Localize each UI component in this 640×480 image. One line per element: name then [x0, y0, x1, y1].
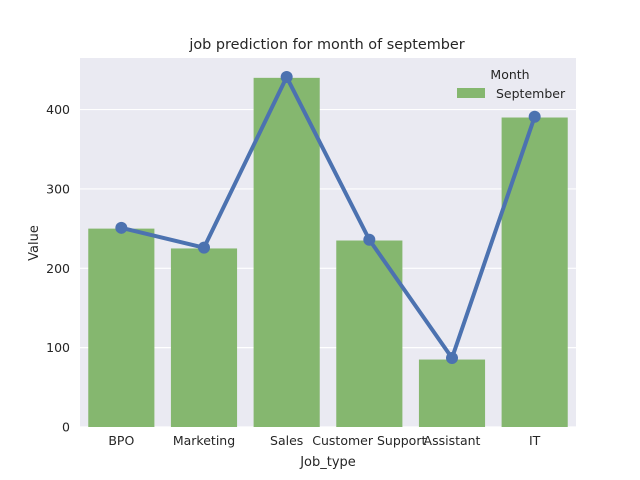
x-axis-ticks: BPO Marketing Sales Customer SupportAssista…: [108, 433, 540, 448]
x-tick-label: Sales: [270, 433, 303, 448]
bar-assistant: [418, 359, 486, 427]
bar-marketing: [170, 248, 238, 427]
line-point-sales: [280, 71, 293, 84]
legend: Month September: [457, 67, 566, 101]
y-axis-ticks: 0 100 200 300 400: [46, 102, 70, 434]
line-point-bpo: [115, 221, 128, 234]
gridlines: [80, 108, 576, 428]
y-tick-label: 100: [46, 340, 70, 355]
bar-customer-support: [336, 240, 403, 427]
line-point-assistant: [446, 351, 458, 364]
line-point-it: [528, 110, 541, 123]
x-tick-label: Assistant: [424, 433, 481, 448]
bar-sales: [253, 77, 320, 427]
line-series: [115, 71, 541, 364]
x-tick-label: Customer Support: [312, 433, 426, 448]
chart-title: job prediction for month of september: [188, 37, 464, 53]
bar-it: [501, 117, 568, 428]
bars: [88, 77, 568, 428]
line-point-customer-support: [363, 233, 376, 246]
line-path: [120, 75, 537, 360]
x-tick-label: Marketing: [173, 433, 235, 448]
legend-swatch-september: [457, 88, 485, 98]
bar-bpo: [88, 228, 155, 427]
x-tick-label: IT: [529, 433, 541, 448]
y-tick-label: 200: [46, 261, 70, 276]
legend-title: Month: [490, 67, 529, 82]
y-tick-label: 400: [46, 102, 70, 117]
y-tick-label: 300: [46, 181, 70, 196]
y-tick-label: 0: [62, 420, 70, 435]
x-axis-label: Job_type: [299, 455, 356, 470]
legend-label-september: September: [496, 86, 566, 101]
y-axis-label: Value: [27, 225, 42, 261]
x-tick-label: BPO: [108, 433, 134, 448]
line-point-marketing: [198, 241, 210, 254]
